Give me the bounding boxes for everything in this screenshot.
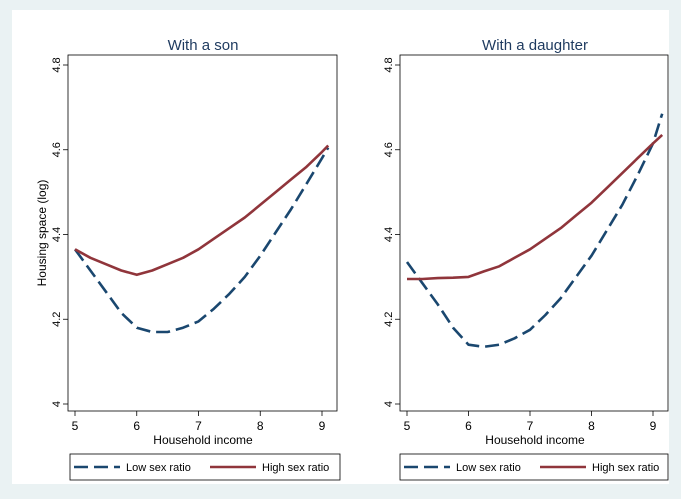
y-tick-label: 4.8: [383, 57, 395, 72]
x-tick-label: 5: [72, 419, 79, 433]
series-line-high-sex-ratio: [407, 133, 664, 281]
legend: Low sex ratio High sex ratio: [399, 453, 669, 481]
panel-with-a-son: With a son 4 4.2 4.4 4.6 4.8 5 6 7 8 9 Household in…: [12, 10, 346, 484]
chart-title: With a son: [168, 37, 239, 54]
y-tick-label: 4.6: [383, 142, 395, 157]
y-tick-label: 4.4: [51, 227, 63, 242]
chart-title: With a daughter: [482, 37, 588, 54]
x-tick-label: 9: [650, 419, 657, 433]
x-tick-label: 8: [257, 419, 264, 433]
legend-label-high: High sex ratio: [592, 462, 659, 474]
plot-area: [399, 54, 669, 412]
y-tick-label: 4: [383, 401, 395, 407]
y-tick-label: 4.2: [383, 312, 395, 327]
x-tick-label: 8: [588, 419, 595, 433]
legend: Low sex ratio High sex ratio: [69, 453, 341, 481]
y-tick-label: 4.4: [383, 227, 395, 242]
series-line-high-sex-ratio: [74, 144, 330, 277]
x-axis-label: Household income: [153, 433, 253, 447]
x-tick-label: 6: [465, 419, 472, 433]
x-tick-label: 9: [319, 419, 326, 433]
x-tick-label: 6: [133, 419, 140, 433]
y-tick-label: 4: [51, 401, 63, 407]
series-line-low-sex-ratio: [405, 113, 664, 349]
x-tick-label: 7: [195, 419, 202, 433]
y-tick-label: 4.8: [51, 57, 63, 72]
plot-area: [67, 54, 338, 412]
y-tick-label: 4.6: [51, 142, 63, 157]
y-axis-label: Housing space (log): [35, 180, 49, 287]
panel-with-a-daughter: With a daughter 4 4.2 4.4 4.6 4.8 5 6 7 8 9 Househo…: [346, 10, 669, 484]
legend-label-high: High sex ratio: [262, 462, 329, 474]
legend-label-low: Low sex ratio: [126, 462, 191, 474]
x-axis-label: Household income: [485, 433, 585, 447]
y-tick-label: 4.2: [51, 312, 63, 327]
x-tick-label: 7: [527, 419, 534, 433]
x-tick-label: 5: [404, 419, 411, 433]
legend-label-low: Low sex ratio: [456, 462, 521, 474]
